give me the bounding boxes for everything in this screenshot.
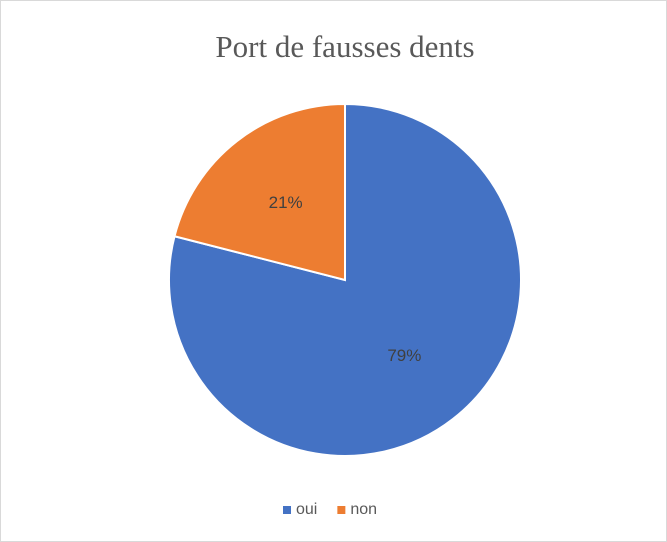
data-label: 79% [387,346,421,365]
legend-swatch [283,506,291,514]
pie-slice [173,102,346,282]
legend-label: oui [296,501,317,518]
pie-slice [168,102,522,457]
legend-label: non [350,501,377,518]
chart-title: Port de fausses dents [215,29,474,64]
legend-swatch [337,506,346,514]
data-label: 21% [269,193,303,212]
